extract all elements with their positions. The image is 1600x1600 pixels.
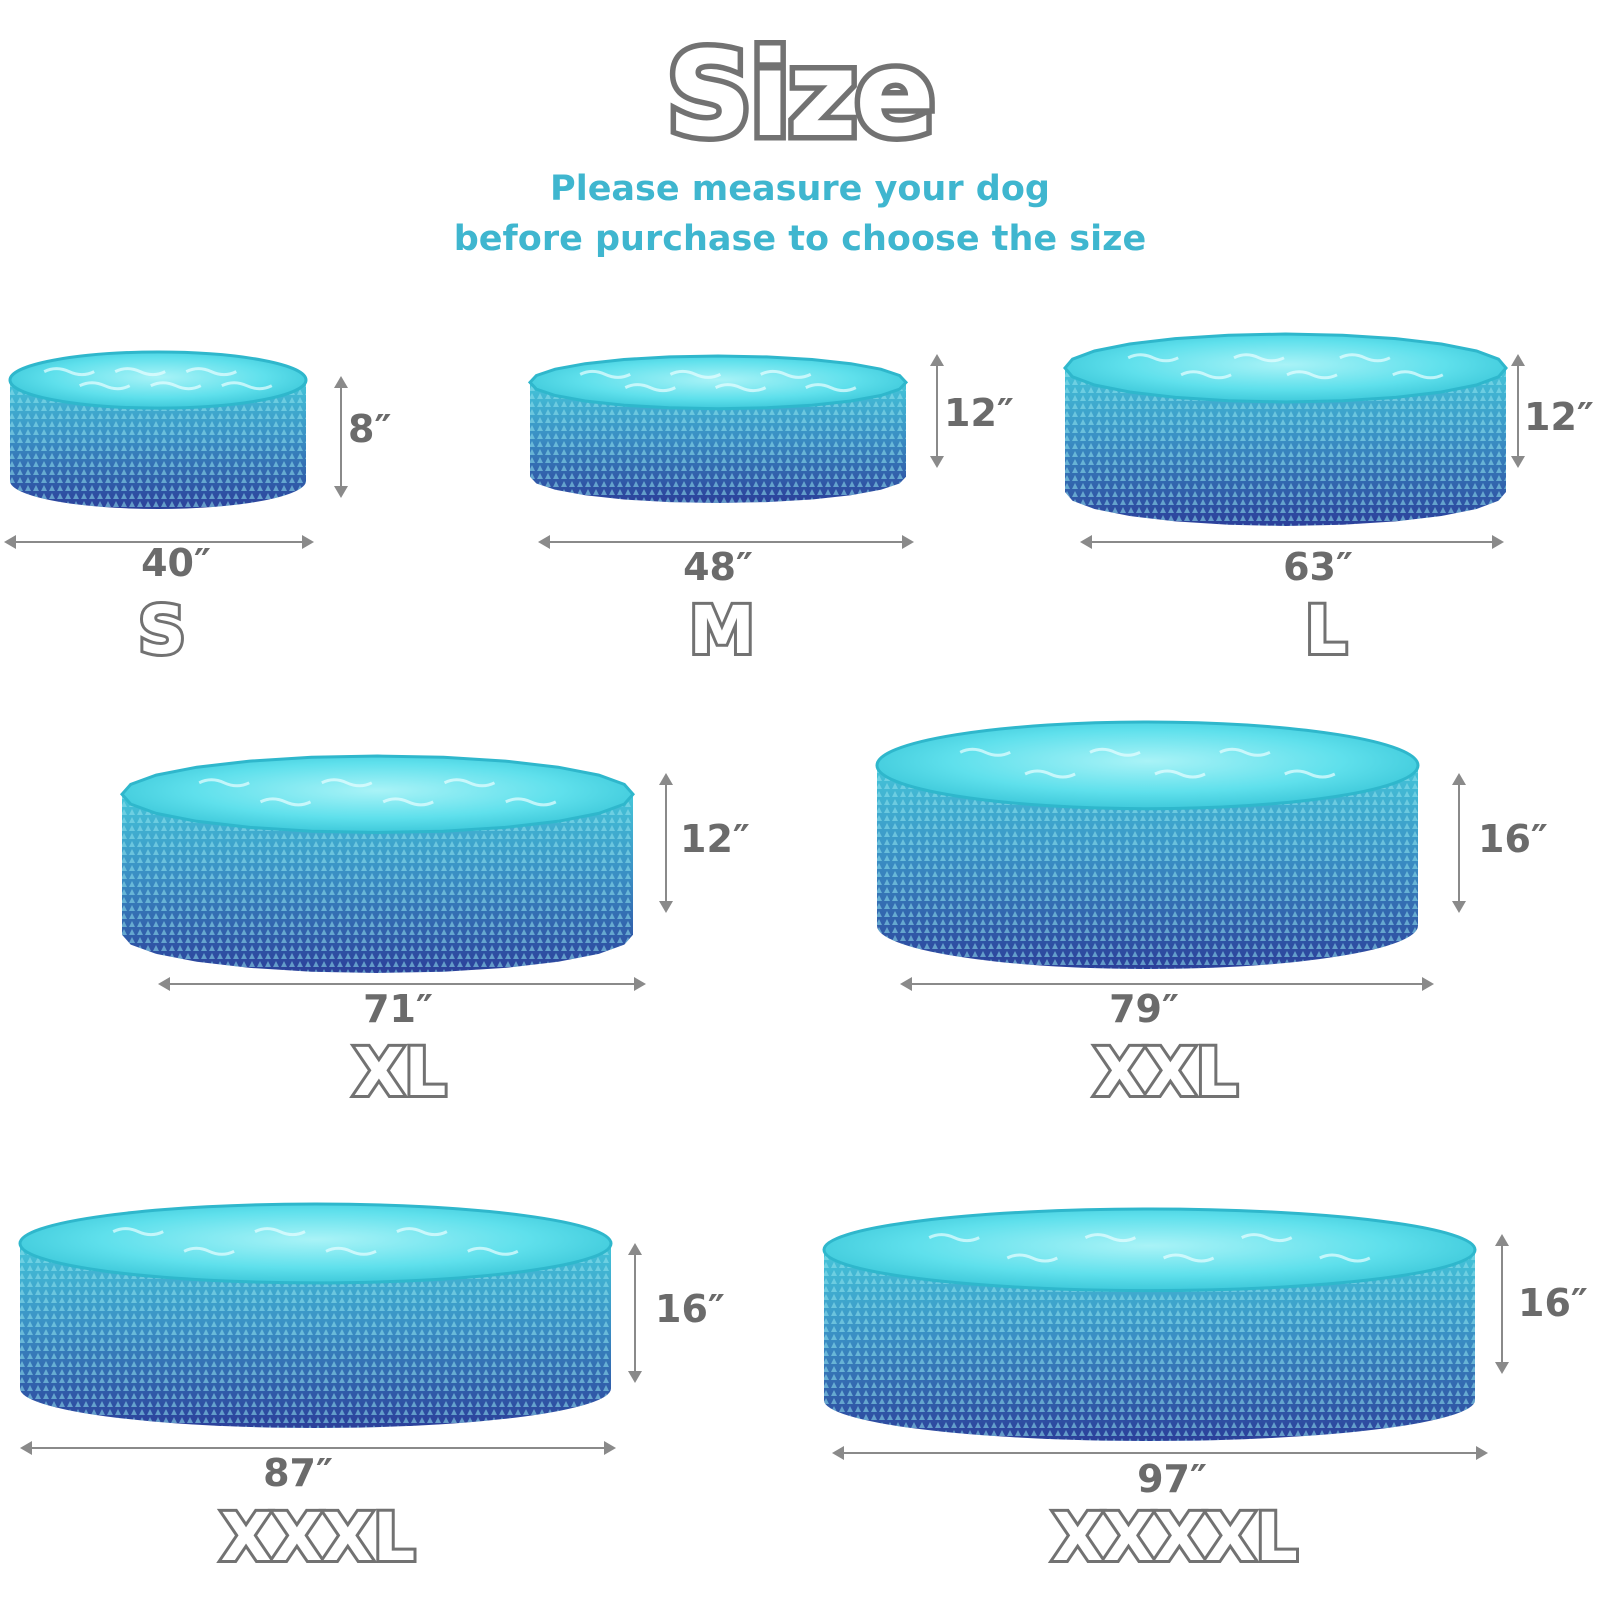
size-label-m: M bbox=[686, 592, 758, 669]
pool-image-xl bbox=[119, 754, 636, 973]
subtitle-line-1: Please measure your dog bbox=[550, 169, 1050, 209]
size-label-l: L bbox=[1302, 592, 1350, 669]
width-label-xxxl: 87″ bbox=[263, 1451, 333, 1495]
height-arrow-m bbox=[930, 354, 944, 468]
pool-image-s bbox=[8, 350, 308, 509]
height-label-xl: 12″ bbox=[680, 817, 750, 861]
size-label-xxxl: XXXL bbox=[218, 1499, 419, 1576]
width-label-xl: 71″ bbox=[363, 987, 433, 1031]
width-label-l: 63″ bbox=[1283, 545, 1353, 589]
height-label-xxxl: 16″ bbox=[655, 1287, 725, 1331]
height-arrow-s bbox=[334, 376, 348, 498]
height-arrow-xxxl bbox=[628, 1243, 642, 1383]
subtitle-line-2: before purchase to choose the size bbox=[453, 219, 1147, 259]
pool-image-xxxxl bbox=[822, 1207, 1477, 1441]
width-label-xxxxl: 97″ bbox=[1137, 1457, 1207, 1501]
size-label-xxxxl: XXXXL bbox=[1049, 1499, 1301, 1576]
page-title: Size bbox=[661, 25, 940, 163]
width-arrow-m bbox=[538, 535, 914, 549]
width-arrow-xxxl bbox=[20, 1441, 616, 1455]
size-label-xl: XL bbox=[351, 1034, 450, 1111]
size-label-s: S bbox=[135, 592, 188, 669]
height-label-l: 12″ bbox=[1524, 395, 1594, 439]
height-label-m: 12″ bbox=[944, 391, 1014, 435]
width-label-m: 48″ bbox=[683, 545, 753, 589]
height-arrow-xxxxl bbox=[1495, 1234, 1509, 1374]
height-arrow-xl bbox=[659, 773, 673, 913]
width-arrow-s bbox=[4, 535, 314, 549]
size-label-xxl: XXL bbox=[1091, 1034, 1241, 1111]
height-label-s: 8″ bbox=[348, 407, 392, 451]
height-arrow-xxl bbox=[1452, 773, 1466, 913]
height-arrow-l bbox=[1511, 354, 1525, 468]
height-label-xxl: 16″ bbox=[1478, 817, 1548, 861]
width-arrow-xxl bbox=[900, 977, 1434, 991]
width-label-s: 40″ bbox=[141, 541, 211, 585]
pool-image-m bbox=[527, 354, 909, 503]
width-arrow-l bbox=[1080, 535, 1504, 549]
width-arrow-xl bbox=[158, 977, 646, 991]
pool-image-xxxl bbox=[18, 1202, 613, 1428]
pool-image-xxl bbox=[875, 720, 1420, 969]
pool-image-l bbox=[1063, 332, 1508, 526]
width-arrow-xxxxl bbox=[832, 1446, 1488, 1460]
height-label-xxxxl: 16″ bbox=[1518, 1281, 1588, 1325]
width-label-xxl: 79″ bbox=[1109, 987, 1179, 1031]
